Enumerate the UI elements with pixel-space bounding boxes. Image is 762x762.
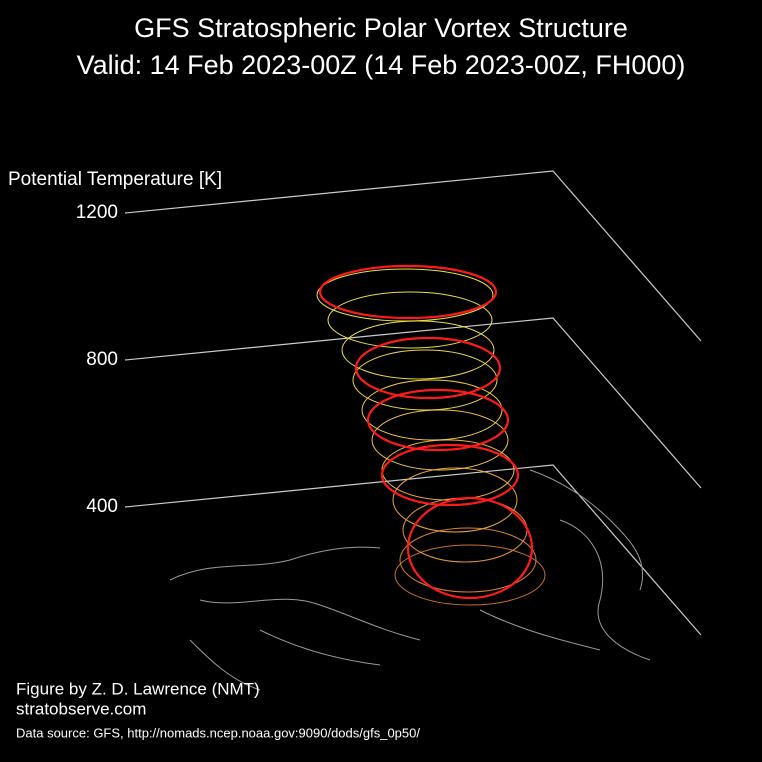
- red-contour: [380, 443, 520, 507]
- isosurface-ring: [327, 291, 493, 349]
- vortex: [316, 264, 546, 606]
- red-contour: [354, 336, 502, 400]
- isosurface-ring: [394, 544, 546, 606]
- isosurface-ring: [352, 349, 498, 411]
- red-contour: [366, 388, 510, 452]
- z-axis-label: Potential Temperature [K]: [8, 169, 222, 190]
- isosurface-ring: [399, 527, 537, 593]
- plane-edge: [124, 317, 702, 489]
- plane-edge: [124, 170, 702, 342]
- z-tick-label: 1200: [76, 202, 118, 223]
- plane-edge: [124, 464, 702, 636]
- data-source: Data source: GFS, http://nomads.ncep.noa…: [16, 725, 420, 740]
- isosurface-ring: [361, 379, 503, 441]
- z-tick-label: 400: [86, 496, 118, 517]
- axis-planes: 400 800 1200: [76, 170, 702, 636]
- chart-title: GFS Stratospheric Polar Vortex Structure: [134, 13, 628, 43]
- credit: Figure by Z. D. Lawrence (NMT): [16, 679, 260, 698]
- red-contour: [318, 264, 498, 320]
- website: stratobserve.com: [16, 699, 146, 718]
- map-outline: [169, 469, 651, 691]
- z-tick-label: 800: [86, 349, 118, 370]
- isosurface-ring: [392, 467, 518, 533]
- isosurface-ring: [371, 409, 509, 471]
- chart-subtitle: Valid: 14 Feb 2023-00Z (14 Feb 2023-00Z,…: [77, 50, 686, 80]
- red-contour: [406, 496, 534, 600]
- isosurface-ring: [316, 268, 494, 322]
